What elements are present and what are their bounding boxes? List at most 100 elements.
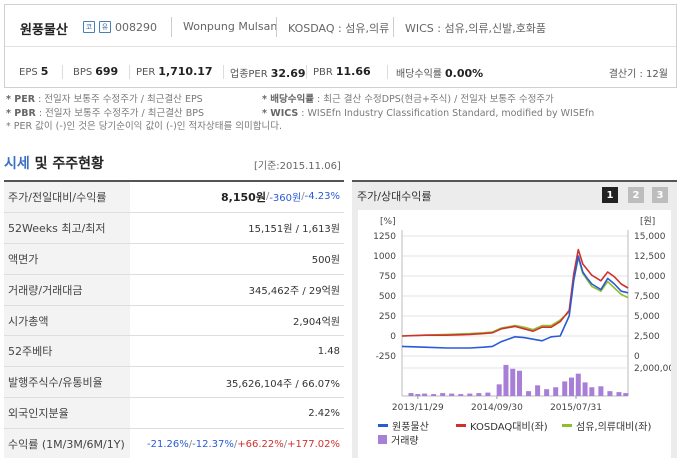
return-1m: -21.26% [146, 438, 189, 450]
row-label: 시가총액 [4, 305, 130, 336]
row-label: 거래량/거래대금 [4, 274, 130, 305]
chart-tab-1[interactable]: 1 [602, 187, 618, 203]
market-badge-icon[interactable]: 코 [83, 21, 95, 33]
note-text: : 최근 결산 수정DPS(현금+주식) / 전일자 보통주 수정주가 [313, 94, 554, 105]
metric-value: 11.66 [335, 65, 371, 78]
volume-bar [535, 385, 541, 396]
legend-swatch [456, 424, 466, 427]
return-1y: +177.02% [287, 438, 340, 450]
company-name: 원풍물산 [20, 23, 68, 38]
chart-panel: 주가/상대수익률 1 2 3 [%] [원] 1250 15,000 1000 12,50… [352, 180, 677, 458]
price-change-rate: -4.23% [304, 191, 340, 203]
left-tick-label: -250 [376, 352, 397, 362]
volume-bar [582, 382, 588, 396]
note-key: * WICS [262, 107, 299, 119]
row-label: 52주베타 [4, 336, 130, 367]
volume-bar [485, 392, 491, 396]
metric-label: BPS [73, 67, 93, 78]
row-value: 35,626,104주 / 66.07% [225, 378, 340, 390]
return-3m: -12.37% [192, 438, 234, 450]
chart-tab-3[interactable]: 3 [652, 187, 668, 203]
row-value: 2.42% [308, 407, 340, 419]
volume-bar [458, 394, 464, 396]
left-tick-label: 750 [379, 272, 396, 282]
left-tick-label: 1000 [373, 252, 396, 262]
x-tick-label: 2013/11/29 [392, 403, 444, 413]
left-tick-label: 0 [390, 332, 396, 342]
table-row: 수익률 (1M/3M/6M/1Y) -21.26% / -12.37% / +6… [4, 429, 344, 458]
volume-bar [440, 393, 446, 396]
left-tick-label: 250 [379, 312, 396, 322]
volume-bar [431, 394, 437, 396]
price-shareholder-table: 주가/전일대비/수익률 8,150원 / -360원 / -4.23% 52We… [4, 180, 344, 458]
right-tick-label: 2,500 [634, 332, 660, 342]
legend-volume: 거래량 [378, 432, 419, 447]
wics-sector: WICS : 섬유,의류,신발,호화품 [405, 22, 547, 35]
row-label: 외국인지분율 [4, 398, 130, 429]
price-chart: [%] [원] 1250 15,000 1000 12,500 750 10,000 500 7,… [373, 216, 671, 413]
row-value: 345,462주 / 29억원 [248, 286, 340, 298]
divider [393, 17, 394, 37]
section-title: 시세 및 주주현황 [4, 153, 104, 173]
x-tick-label: 2015/07/31 [550, 403, 602, 413]
separator: / [188, 438, 193, 450]
volume-bar [503, 364, 509, 396]
note-key: * PER [6, 94, 36, 105]
table-row: 발행주식수/유통비율 35,626,104주 / 66.07% [4, 367, 344, 399]
legend-sector: 섬유,의류대비(좌) [562, 418, 651, 433]
volume-bar [553, 387, 559, 396]
volume-bar [517, 370, 523, 396]
note-text: : WISEfn Industry Classification Standar… [298, 107, 595, 119]
right-tick-label: 0 [634, 352, 640, 362]
volume-bar [616, 392, 622, 396]
metric-label: PBR [313, 67, 333, 78]
volume-bar [607, 391, 613, 396]
series-line-kosdaq [401, 248, 629, 337]
row-value: 500원 [311, 255, 340, 267]
note-key: * PBR [6, 107, 36, 119]
chart-title: 주가/상대수익률 [357, 190, 432, 203]
volume-bar [422, 393, 428, 396]
metric-eps: EPS 5 [19, 65, 48, 78]
table-row: 액면가 500원 [4, 243, 344, 275]
right-tick-label: 15,000 [634, 232, 666, 242]
row-label: 액면가 [4, 243, 130, 274]
legend-swatch [378, 435, 387, 444]
left-tick-label: 1250 [373, 232, 396, 242]
section-title-rest: 및 주주현황 [29, 156, 104, 172]
right-axis-unit: [원] [640, 216, 655, 227]
separator: / [233, 438, 238, 450]
volume-bar [589, 387, 595, 396]
divider [276, 17, 277, 37]
row-value: 8,150원 / -360원 / -4.23% [130, 182, 340, 212]
right-tick-label: 7,500 [634, 292, 660, 302]
metric-sector-per: 업종PER 32.69 [230, 65, 306, 80]
legend-label: 원풍물산 [392, 422, 429, 433]
volume-bar [569, 377, 574, 396]
divider [171, 17, 172, 37]
chart-tab-2[interactable]: 2 [628, 187, 644, 203]
metric-label: PER [136, 67, 156, 78]
english-name: Wonpung Mulsan [183, 20, 278, 33]
table-row: 52Weeks 최고/최저 15,151원 / 1,613원 [4, 212, 344, 244]
metric-pbr: PBR 11.66 [313, 65, 371, 78]
row-label: 주가/전일대비/수익률 [4, 182, 130, 212]
metric-dividend-yield: 배당수익률 0.00% [396, 65, 483, 80]
metric-value: 0.00% [445, 67, 484, 80]
legend-swatch [562, 424, 572, 427]
right-tick-label: 10,000 [634, 272, 666, 282]
volume-bar [623, 393, 629, 396]
note-dividend: * 배당수익률 : 최근 결산 수정DPS(현금+주식) / 전일자 보통주 수… [262, 93, 554, 107]
divider [129, 65, 130, 79]
market-sector: KOSDAQ : 섬유,의류 [288, 22, 390, 35]
metric-value: 699 [95, 65, 119, 78]
row-value: 1.48 [317, 345, 340, 357]
return-6m: +66.22% [237, 438, 284, 450]
stock-header: 원풍물산 코 유 008290 Wonpung Mulsan KOSDAQ : … [4, 4, 677, 88]
row-label: 발행주식수/유통비율 [4, 367, 130, 398]
separator: / [265, 191, 270, 203]
volume-bar [449, 393, 455, 396]
stock-badge-icon[interactable]: 유 [99, 21, 111, 33]
legend-kosdaq: KOSDAQ대비(좌) [456, 418, 548, 433]
metric-per: PER 1,710.17 [136, 65, 213, 78]
